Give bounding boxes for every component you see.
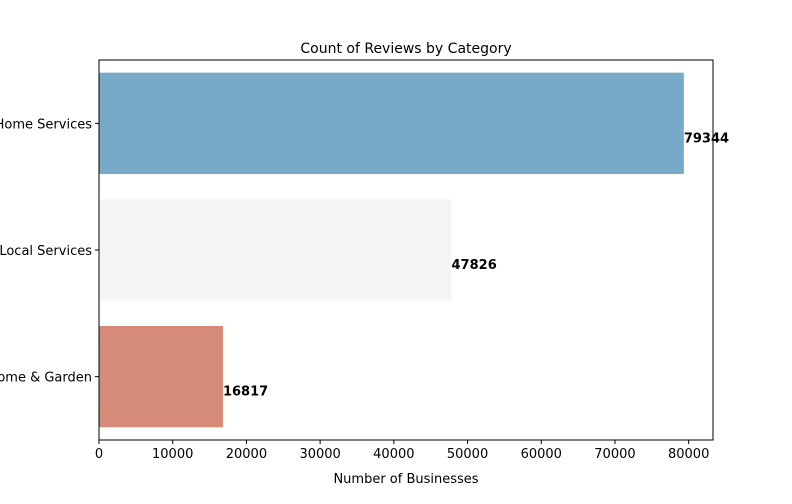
- data-label-2: 16817: [223, 385, 268, 400]
- x-tick-label: 60000: [521, 447, 562, 462]
- y-tick-label: Home Services: [0, 117, 92, 132]
- x-axis-ticks: 0 10000 20000 30000 40000 50000 60000 70000 8000…: [95, 440, 709, 462]
- bar-0: [99, 72, 684, 174]
- x-tick-label: 50000: [447, 447, 488, 462]
- bar-2: [99, 326, 223, 428]
- bar-1: [99, 199, 452, 301]
- x-tick-label: 30000: [299, 447, 340, 462]
- x-tick-label: 20000: [226, 447, 267, 462]
- x-axis-label: Number of Businesses: [333, 472, 478, 487]
- bars: [99, 72, 684, 428]
- y-tick-label: Local Services: [0, 244, 92, 259]
- data-label-1: 47826: [452, 258, 497, 273]
- y-axis-ticks: Home Services Local Services Home & Garden: [0, 117, 99, 386]
- x-tick-label: 40000: [373, 447, 414, 462]
- x-tick-label: 10000: [152, 447, 193, 462]
- x-tick-label: 0: [95, 447, 103, 462]
- x-tick-label: 70000: [594, 447, 635, 462]
- data-labels: 79344 47826 16817: [223, 131, 729, 399]
- x-tick-label: 80000: [668, 447, 709, 462]
- data-label-0: 79344: [684, 131, 729, 146]
- y-tick-label: Home & Garden: [0, 371, 92, 386]
- chart-title: Count of Reviews by Category: [300, 41, 511, 57]
